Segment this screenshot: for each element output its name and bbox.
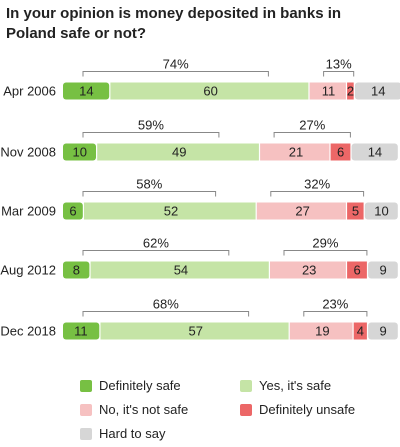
bar-segment-hard-to-say (364, 202, 398, 220)
unsafe-total-bracket (283, 250, 368, 256)
bar-segment-hard-to-say (368, 322, 398, 340)
legend-item-definitely-unsafe: Definitely unsafe (240, 402, 355, 417)
bar-value-label: 54 (174, 263, 188, 278)
category-label: Dec 2018 (0, 324, 56, 339)
unsafe-total-bracket (273, 132, 351, 138)
bar-segment-yes-safe (97, 143, 259, 161)
legend-swatch-yes-safe (240, 379, 252, 392)
bar-segment-not-safe (309, 82, 346, 100)
bar-segment-not-safe (256, 202, 346, 220)
safe-total-label: 58% (136, 177, 162, 192)
bar-segment-hard-to-say (354, 82, 400, 100)
safe-total-label: 68% (153, 297, 179, 312)
safe-total-bracket (82, 71, 269, 77)
legend-swatch-definitely-safe (80, 379, 92, 392)
bar-value-label: 49 (172, 145, 186, 160)
bar-segment-definitely-unsafe (330, 143, 351, 161)
unsafe-total-label: 23% (322, 297, 348, 312)
bar-segment-definitely-safe (63, 82, 110, 100)
legend-label-yes-safe: Yes, it's safe (259, 378, 332, 393)
legend-label-definitely-unsafe: Definitely unsafe (259, 402, 356, 417)
legend-swatch-not-safe (80, 403, 92, 416)
category-label: Apr 2006 (3, 84, 56, 99)
bar-segment-yes-safe (100, 322, 289, 340)
bar-value-label: 27 (295, 204, 309, 219)
bar-value-label: 11 (322, 84, 336, 99)
bar-segment-hard-to-say (368, 261, 398, 279)
bar-value-label: 14 (371, 84, 385, 99)
bar-segment-yes-safe (110, 82, 309, 100)
bar-value-label: 21 (289, 145, 303, 160)
bar-value-label: 14 (79, 84, 93, 99)
bar-segment-yes-safe (90, 261, 269, 279)
bar-value-label: 57 (189, 324, 203, 339)
bar-segment-definitely-safe (63, 261, 90, 279)
bar-value-label: 6 (337, 145, 344, 160)
bar-value-label: 2 (347, 84, 354, 99)
unsafe-total-bracket (323, 71, 355, 77)
bar-segment-not-safe (289, 322, 353, 340)
legend-item-definitely-safe: Definitely safe (80, 378, 181, 393)
chart-title: In your opinion is money deposited in ba… (6, 5, 342, 42)
bar-value-label: 10 (73, 145, 87, 160)
legend-item-not-safe: No, it's not safe (80, 402, 188, 417)
safe-total-bracket (82, 311, 250, 317)
safe-total-label: 59% (138, 118, 164, 133)
bar-segment-definitely-unsafe (353, 322, 367, 340)
safe-total-label: 74% (163, 57, 189, 72)
bar-value-label: 10 (374, 204, 388, 219)
bar-value-label: 6 (354, 263, 361, 278)
bar-value-label: 8 (73, 263, 80, 278)
legend-swatch-definitely-unsafe (240, 403, 252, 416)
bar-value-label: 23 (302, 263, 316, 278)
bar-segment-yes-safe (84, 202, 256, 220)
bar-value-label: 14 (368, 145, 382, 160)
bar-value-label: 6 (69, 204, 76, 219)
category-label: Nov 2008 (0, 145, 56, 160)
safe-total-bracket (82, 132, 220, 138)
unsafe-total-label: 27% (299, 118, 325, 133)
bar-value-label: 19 (315, 324, 329, 339)
bar-value-label: 9 (379, 263, 386, 278)
safe-total-bracket (82, 191, 217, 197)
unsafe-total-label: 29% (312, 236, 338, 251)
bar-value-label: 4 (357, 324, 364, 339)
legend-item-hard-to-say: Hard to say (80, 426, 165, 441)
category-label: Mar 2009 (1, 204, 56, 219)
category-label: Aug 2012 (0, 263, 56, 278)
safe-total-bracket (82, 250, 230, 256)
bar-segment-definitely-safe (63, 322, 100, 340)
legend-label-definitely-safe: Definitely safe (99, 378, 181, 393)
bar-segment-not-safe (270, 261, 346, 279)
bar-value-label: 60 (203, 84, 217, 99)
legend-item-yes-safe: Yes, it's safe (240, 378, 331, 393)
bar-segment-definitely-unsafe (347, 202, 364, 220)
bar-value-label: 11 (74, 324, 88, 339)
unsafe-total-bracket (270, 191, 365, 197)
bar-segment-hard-to-say (351, 143, 398, 161)
safe-total-label: 62% (143, 236, 169, 251)
unsafe-total-label: 32% (304, 177, 330, 192)
bar-segment-definitely-unsafe (347, 261, 367, 279)
legend-swatch-hard-to-say (80, 427, 92, 440)
bar-value-label: 52 (164, 204, 178, 219)
unsafe-total-label: 13% (326, 57, 352, 72)
unsafe-total-bracket (303, 311, 368, 317)
legend-label-hard-to-say: Hard to say (99, 426, 166, 441)
bar-segment-definitely-safe (63, 143, 96, 161)
bar-segment-definitely-safe (63, 202, 83, 220)
bar-value-label: 5 (352, 204, 359, 219)
bar-segment-not-safe (260, 143, 330, 161)
bar-segment-definitely-unsafe (347, 82, 354, 100)
legend-label-not-safe: No, it's not safe (99, 402, 189, 417)
bar-value-label: 9 (379, 324, 386, 339)
